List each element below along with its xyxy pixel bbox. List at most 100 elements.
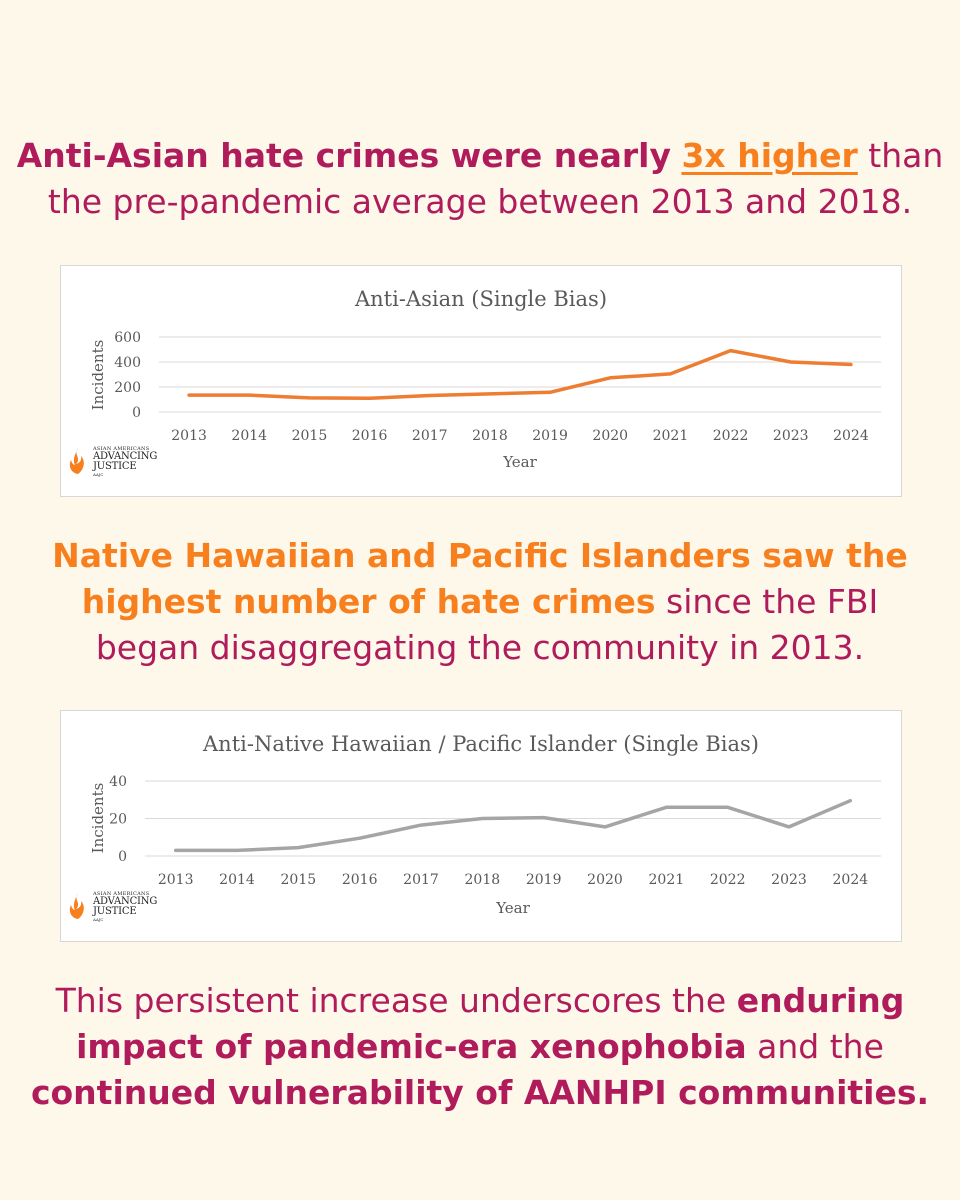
chart-anti-nhpi-svg: Anti-Native Hawaiian / Pacific Islander … (89, 732, 881, 917)
headline-3-line-1: This persistent increase underscores the… (0, 978, 960, 1024)
headline-2-line-1: Native Hawaiian and Pacific Islanders sa… (52, 536, 908, 575)
data-point (848, 799, 852, 803)
flame-logo-icon (69, 893, 84, 919)
chart-title: Anti-Native Hawaiian / Pacific Islander … (202, 732, 759, 756)
data-point (787, 825, 791, 829)
flame-logo-icon (69, 448, 84, 474)
logo-big-text-1: ADVANCING (93, 896, 158, 907)
data-point (488, 392, 492, 396)
x-tick-label: 2024 (833, 428, 869, 444)
x-tick-label: 2022 (713, 428, 749, 444)
x-tick-label: 2021 (653, 428, 689, 444)
chart-anti-nhpi: Anti-Native Hawaiian / Pacific Islander … (60, 710, 902, 942)
headline-1-line-2: the pre-pandemic average between 2013 an… (47, 182, 913, 221)
x-tick-label: 2013 (158, 872, 194, 888)
y-tick-label: 0 (132, 405, 141, 421)
data-point (419, 823, 423, 827)
data-point (726, 805, 730, 809)
logo-text: ASIAN AMERICANS ADVANCING JUSTICE AAJC (93, 891, 157, 923)
data-point (247, 393, 251, 397)
headline-2-rest: since the FBI (666, 582, 879, 621)
data-point (603, 825, 607, 829)
data-point (174, 848, 178, 852)
data-point (307, 396, 311, 400)
logo: ASIAN AMERICANS ADVANCING JUSTICE AAJC (67, 891, 157, 922)
logo-text: ASIAN AMERICANS ADVANCING JUSTICE AAJC (93, 446, 157, 478)
y-tick-label: 0 (118, 849, 127, 865)
x-tick-label: 2020 (592, 428, 628, 444)
headline-3-bold-2: impact of pandemic-era xenophobia (76, 1027, 747, 1066)
x-tick-label: 2015 (281, 872, 317, 888)
x-tick-label: 2017 (412, 428, 448, 444)
y-axis-label: Incidents (89, 783, 107, 854)
x-tick-label: 2016 (342, 872, 378, 888)
x-tick-label: 2021 (649, 872, 685, 888)
headline-2-line-3: began disaggregating the community in 20… (95, 628, 865, 667)
headline-3-plain-1: This persistent increase underscores the (55, 981, 727, 1020)
logo-small-text: ASIAN AMERICANS (93, 446, 150, 452)
x-axis-label: Year (502, 453, 537, 471)
x-tick-label: 2016 (352, 428, 388, 444)
chart-anti-asian-svg: Anti-Asian (Single Bias) 0 200 400 600 2013 20… (89, 287, 881, 471)
x-tick-label: 2017 (403, 872, 439, 888)
data-point (235, 848, 239, 852)
headline-2-line-2: highest number of hate crimes since the … (0, 579, 960, 625)
logo-tiny-text: AAJC (93, 472, 104, 477)
y-tick-label: 600 (114, 330, 141, 346)
chart-anti-asian: Anti-Asian (Single Bias) 0 200 400 600 2013 20… (60, 265, 902, 497)
x-axis-label: Year (495, 899, 530, 917)
data-point (187, 393, 191, 397)
logo-small-text: ASIAN AMERICANS (93, 891, 150, 897)
x-tick-label: 2023 (773, 428, 809, 444)
y-tick-label: 400 (114, 355, 141, 371)
x-tick-label: 2018 (472, 428, 508, 444)
x-tick-label: 2022 (710, 872, 746, 888)
data-point (548, 390, 552, 394)
x-tick-label: 2019 (526, 872, 562, 888)
chart-title: Anti-Asian (Single Bias) (354, 287, 607, 311)
headline-3-plain-2: and the (757, 1027, 884, 1066)
logo-big-text-2: JUSTICE (93, 906, 137, 917)
headline-2-orange: highest number of hate crimes (81, 582, 656, 621)
y-tick-label: 200 (114, 380, 141, 396)
y-axis-label: Incidents (89, 340, 107, 411)
data-point (542, 816, 546, 820)
y-tick-label: 40 (109, 774, 127, 790)
headline-1-highlight: 3x higher (681, 136, 858, 175)
x-tick-label: 2024 (833, 872, 869, 888)
logo-tiny-text: AAJC (93, 917, 104, 922)
logo-big-text-2: JUSTICE (93, 461, 137, 472)
headline-3-bold-1: enduring (736, 981, 905, 1020)
headline-3: This persistent increase underscores the… (0, 978, 960, 1116)
data-point (480, 817, 484, 820)
data-point (668, 372, 672, 376)
headline-1-rest: than (868, 136, 944, 175)
x-tick-label: 2019 (532, 428, 568, 444)
headline-3-line-3: continued vulnerability of AANHPI commun… (30, 1073, 930, 1112)
headline-3-line-2: impact of pandemic-era xenophobia and th… (0, 1024, 960, 1070)
logo: ASIAN AMERICANS ADVANCING JUSTICE AAJC (67, 446, 157, 477)
headline-1-bold-lead: Anti-Asian hate crimes were nearly (16, 136, 671, 175)
headline-2: Native Hawaiian and Pacific Islanders sa… (0, 533, 960, 671)
series-line (173, 798, 853, 853)
x-tick-label: 2013 (171, 428, 207, 444)
data-point (296, 846, 300, 850)
x-tick-label: 2014 (231, 428, 267, 444)
data-point (608, 376, 612, 380)
y-tick-label: 20 (109, 812, 127, 828)
x-tick-label: 2018 (465, 872, 501, 888)
x-tick-label: 2023 (771, 872, 807, 888)
x-tick-label: 2014 (219, 872, 255, 888)
data-point (849, 363, 853, 366)
data-point (789, 360, 793, 364)
headline-1-line-1: Anti-Asian hate crimes were nearly 3x hi… (0, 133, 960, 179)
logo-big-text-1: ADVANCING (93, 451, 158, 462)
data-point (428, 394, 432, 397)
data-point (664, 805, 668, 809)
x-tick-label: 2015 (292, 428, 328, 444)
data-point (368, 396, 372, 400)
headline-1: Anti-Asian hate crimes were nearly 3x hi… (0, 133, 960, 225)
data-point (729, 349, 733, 353)
series-line (187, 348, 853, 401)
x-tick-label: 2020 (587, 872, 623, 888)
